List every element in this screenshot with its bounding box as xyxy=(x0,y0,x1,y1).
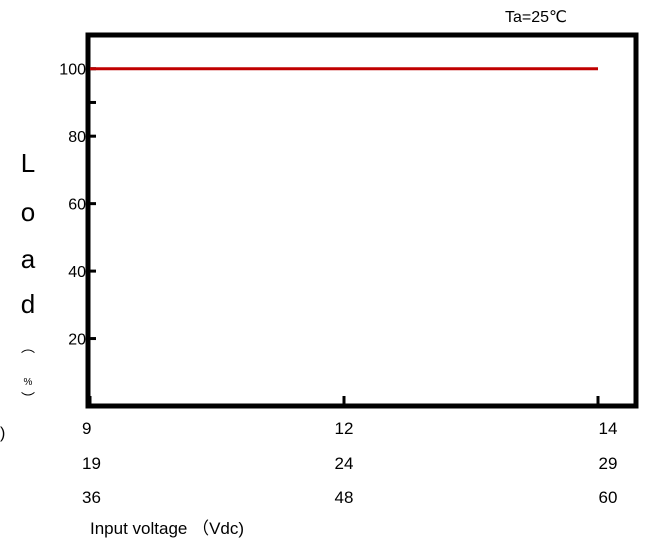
y-axis-label-char: o xyxy=(21,197,35,227)
x-tick-label: 9 xyxy=(82,419,91,438)
x-tick-label: 12 xyxy=(335,419,354,438)
y-axis-label-stray-char: ) xyxy=(0,425,5,442)
x-axis-label: Input voltage （Vdc) xyxy=(90,519,244,538)
y-tick-label: 60 xyxy=(68,197,86,214)
y-axis-label-char: ︵ xyxy=(21,339,35,355)
x-tick-label: 60 xyxy=(599,488,618,507)
y-axis-label-char: ︶ xyxy=(21,391,35,407)
y-axis-label-char: d xyxy=(21,289,35,319)
y-axis-label-char: a xyxy=(21,244,36,274)
y-axis-label-char: L xyxy=(21,148,35,178)
x-tick-label: 48 xyxy=(335,488,354,507)
plot-frame xyxy=(85,32,639,409)
y-tick-label: 20 xyxy=(68,332,86,349)
x-tick-label: 24 xyxy=(335,454,354,473)
x-tick-label: 29 xyxy=(599,454,618,473)
y-tick-label: 80 xyxy=(68,129,86,146)
x-tick-label: 19 xyxy=(82,454,101,473)
y-tick-label: 100 xyxy=(59,62,86,79)
ambient-temperature-annotation: Ta=25℃ xyxy=(505,9,567,26)
y-tick-label: 40 xyxy=(68,264,86,281)
x-tick-label: 14 xyxy=(599,419,618,438)
y-axis-label-char: % xyxy=(24,377,33,388)
x-tick-label: 36 xyxy=(82,488,101,507)
